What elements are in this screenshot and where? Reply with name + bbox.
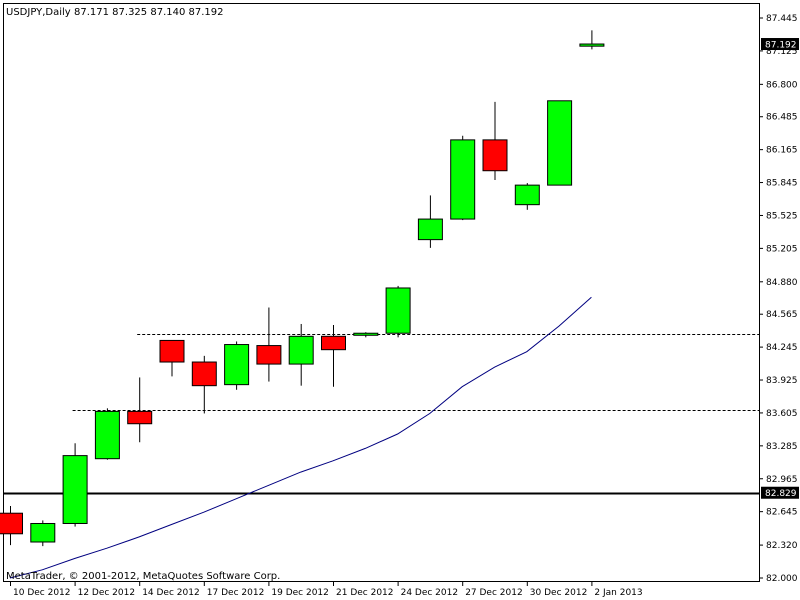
candle-body (0, 512, 23, 535)
candle-2[interactable] (62, 443, 88, 527)
candle-body (30, 522, 56, 543)
y-tick-label: 84.245 (766, 343, 798, 353)
time-axis: 10 Dec 2012 12 Dec 2012 14 Dec 2012 17 Dec … (10, 582, 643, 598)
candle-17[interactable] (547, 100, 573, 186)
candle-body (514, 184, 540, 206)
candle-13[interactable] (417, 195, 443, 248)
price-label-0: 87.192 (761, 38, 799, 51)
y-tick-label: 87.125 (766, 47, 798, 57)
candle-15[interactable] (482, 101, 508, 180)
y-tick-label: 82.320 (766, 541, 798, 551)
candle-body (417, 218, 443, 241)
y-tick-label: 86.800 (766, 80, 798, 90)
y-tick-label: 87.445 (766, 14, 798, 24)
x-tick-label: 30 Dec 2012 (530, 588, 588, 598)
candle-12[interactable] (385, 285, 411, 338)
candle-14[interactable] (450, 135, 476, 221)
candle-body (62, 455, 88, 524)
candles[interactable] (0, 30, 605, 547)
y-tick-label: 84.880 (766, 278, 798, 288)
candle-body (547, 100, 573, 186)
y-tick-label: 83.925 (766, 376, 798, 386)
candle-8[interactable] (256, 307, 282, 382)
candle-3[interactable] (94, 408, 120, 460)
y-tick-label: 85.845 (766, 179, 798, 189)
copyright-notice: MetaTrader, © 2001-2012, MetaQuotes Soft… (6, 571, 280, 582)
y-tick-label: 82.000 (766, 574, 798, 584)
candle-body (482, 139, 508, 172)
x-tick-label: 21 Dec 2012 (336, 588, 394, 598)
price-axis: 87.445 87.125 86.800 86.485 86.165 85.845 85.5… (759, 14, 798, 584)
candle-6[interactable] (191, 355, 217, 414)
candle-body (94, 410, 120, 460)
x-tick-label: 19 Dec 2012 (271, 588, 329, 598)
candle-5[interactable] (159, 339, 185, 377)
x-tick-label: 17 Dec 2012 (207, 588, 264, 598)
x-tick-label: 10 Dec 2012 (13, 588, 71, 598)
x-tick-label: 2 Jan 2013 (594, 588, 642, 598)
price-label-text: 82.829 (765, 489, 797, 499)
x-tick-label: 14 Dec 2012 (142, 588, 200, 598)
candle-body (450, 139, 476, 220)
candle-body (159, 339, 185, 363)
candle-body (288, 335, 314, 365)
price-label-bg (761, 38, 799, 51)
horizontal-lines (4, 334, 759, 495)
candle-body (127, 410, 153, 425)
y-tick-label: 85.205 (766, 244, 798, 254)
y-tick-label: 85.525 (766, 211, 798, 221)
candle-0[interactable] (0, 506, 23, 546)
price-label-1: 82.829 (761, 486, 799, 499)
candle-10[interactable] (321, 324, 346, 387)
candle-11[interactable] (353, 332, 379, 338)
y-tick-label: 84.565 (766, 310, 798, 320)
price-label-bg (761, 486, 799, 499)
candle-16[interactable] (514, 183, 540, 210)
candle-4[interactable] (127, 377, 153, 443)
candle-body (353, 332, 379, 336)
candle-body (385, 287, 411, 334)
moving-average (9, 296, 592, 579)
x-tick-label: 24 Dec 2012 (401, 588, 459, 598)
symbol-label: USDJPY,Daily (6, 7, 71, 18)
ohlc-values: 87.171 87.325 87.140 87.192 (74, 7, 224, 18)
candle-body (256, 345, 282, 365)
candle-body (579, 43, 605, 47)
price-label-text: 87.192 (765, 41, 797, 51)
plot-frame (3, 3, 760, 582)
candle-1[interactable] (30, 520, 56, 547)
y-tick-label: 86.165 (766, 146, 798, 156)
x-tick-label: 27 Dec 2012 (465, 588, 523, 598)
ma-line (9, 296, 592, 579)
candle-18[interactable] (579, 30, 605, 50)
y-tick-label: 83.605 (766, 409, 798, 419)
y-tick-label: 83.285 (766, 442, 798, 452)
x-tick-label: 12 Dec 2012 (78, 588, 136, 598)
y-tick-label: 82.965 (766, 475, 798, 485)
price-labels: 87.192 82.829 (761, 38, 799, 499)
y-tick-label: 82.645 (766, 508, 798, 518)
candle-body (191, 361, 217, 387)
y-tick-label: 86.485 (766, 113, 798, 123)
candle-7[interactable] (224, 341, 250, 390)
candle-9[interactable] (288, 323, 314, 386)
candle-body (321, 335, 346, 351)
candle-body (224, 344, 250, 386)
